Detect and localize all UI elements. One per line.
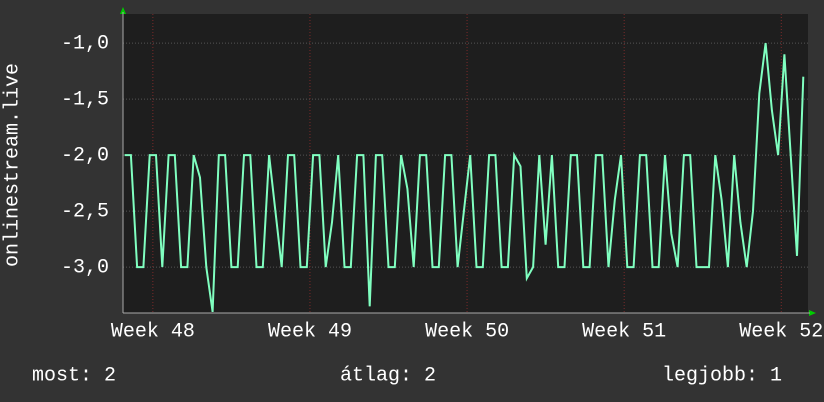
x-arrow (809, 310, 816, 316)
x-tick-label: Week 51 (582, 320, 666, 343)
y-tick-label: -1,0 (61, 32, 109, 55)
y-arrow (120, 7, 126, 14)
footer-current: most: 2 (32, 364, 116, 387)
x-tick-label: Week 49 (268, 320, 352, 343)
x-tick-label: Week 52 (739, 320, 823, 343)
data-line (124, 42, 805, 313)
y-axis-label: onlinestream.live (1, 63, 24, 267)
footer-best: legjobb: 1 (662, 364, 782, 387)
footer-average: átlag: 2 (340, 364, 436, 387)
y-tick-label: -3,0 (61, 256, 109, 279)
y-tick-label: -2,0 (61, 144, 109, 167)
y-tick-label: -1,5 (61, 88, 109, 111)
y-tick-label: -2,5 (61, 200, 109, 223)
x-tick-label: Week 48 (111, 320, 195, 343)
x-tick-label: Week 50 (425, 320, 509, 343)
